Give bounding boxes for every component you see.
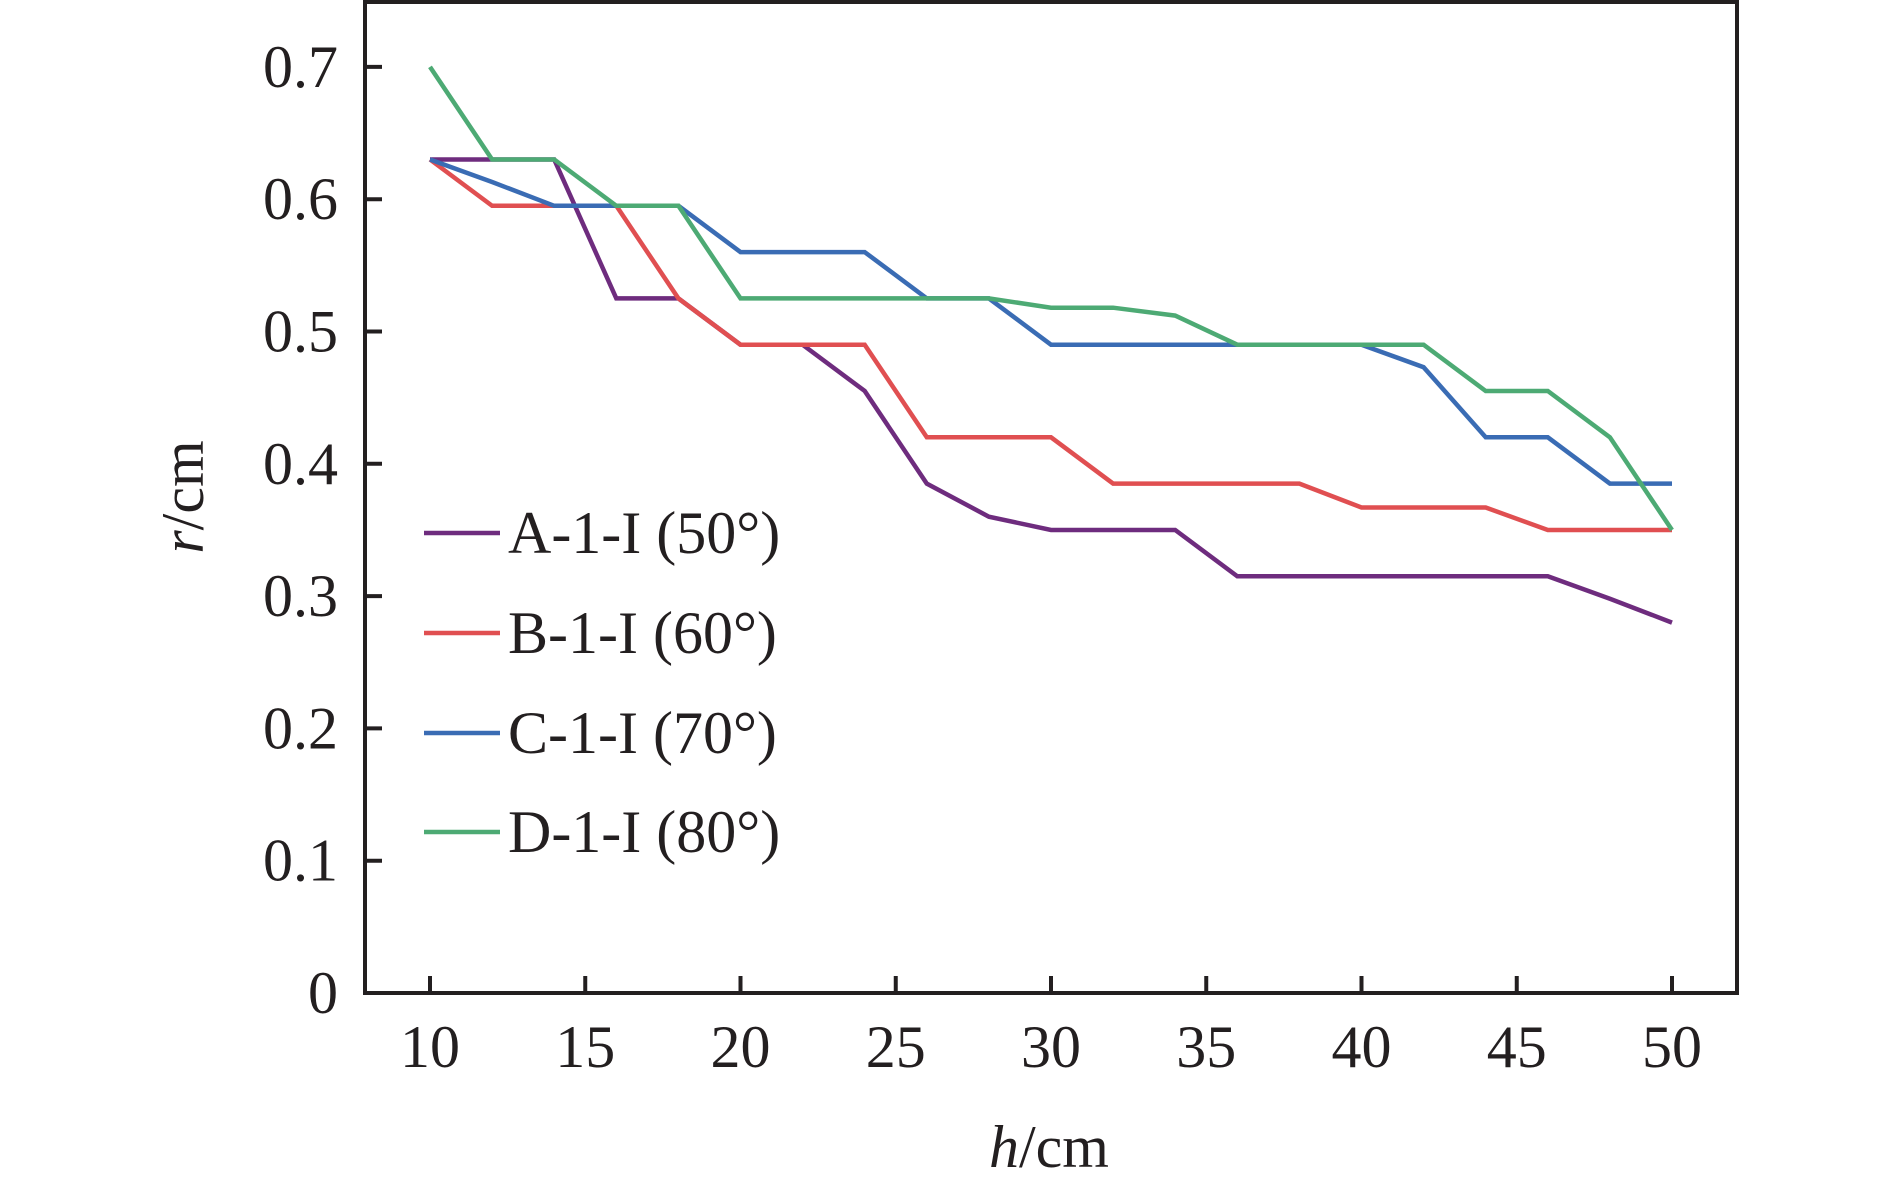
y-axis: 0 0.1 0.2 0.3 0.4 0.5 0.6 0.7 bbox=[263, 34, 382, 1026]
legend-label: B-1-I (60°) bbox=[508, 600, 777, 666]
series-line-d bbox=[428, 65, 1674, 532]
x-tick-label: 45 bbox=[1487, 1014, 1547, 1080]
legend-label: D-1-I (80°) bbox=[508, 799, 780, 865]
x-axis-title-symbol: h bbox=[989, 1114, 1019, 1180]
y-tick-label: 0.3 bbox=[263, 563, 338, 629]
y-axis-title: r/cm bbox=[150, 440, 216, 553]
y-tick-label: 0.1 bbox=[263, 828, 338, 894]
legend-item: B-1-I (60°) bbox=[424, 600, 777, 666]
legend-item: D-1-I (80°) bbox=[424, 799, 780, 865]
y-tick-label: 0 bbox=[308, 960, 338, 1026]
x-axis: 10 15 20 25 30 35 40 45 50 bbox=[400, 976, 1702, 1080]
y-axis-title-unit: /cm bbox=[150, 440, 216, 530]
series-line-a bbox=[430, 157, 1673, 625]
x-tick-label: 35 bbox=[1176, 1014, 1236, 1080]
series-line-b bbox=[428, 157, 1672, 533]
legend: A-1-I (50°) B-1-I (60°) C-1-I (70°) D-1-I (… bbox=[424, 500, 780, 865]
y-axis-title-symbol: r bbox=[150, 530, 216, 554]
legend-label: A-1-I (50°) bbox=[508, 500, 780, 566]
series-layer bbox=[428, 65, 1674, 625]
y-tick-label: 0.6 bbox=[263, 166, 338, 232]
legend-label: C-1-I (70°) bbox=[508, 700, 777, 766]
x-tick-label: 20 bbox=[711, 1014, 771, 1080]
y-tick-label: 0.7 bbox=[263, 34, 338, 100]
x-tick-label: 10 bbox=[400, 1014, 460, 1080]
x-tick-label: 25 bbox=[866, 1014, 926, 1080]
y-tick-label: 0.4 bbox=[263, 431, 338, 497]
legend-item: A-1-I (50°) bbox=[424, 500, 780, 566]
x-tick-label: 40 bbox=[1332, 1014, 1392, 1080]
legend-item: C-1-I (70°) bbox=[424, 700, 777, 766]
y-tick-label: 0.2 bbox=[263, 695, 338, 761]
x-tick-label: 50 bbox=[1642, 1014, 1702, 1080]
x-tick-label: 30 bbox=[1021, 1014, 1081, 1080]
x-tick-label: 15 bbox=[555, 1014, 615, 1080]
y-tick-label: 0.5 bbox=[263, 299, 338, 365]
x-axis-title-unit: /cm bbox=[1019, 1114, 1109, 1180]
x-axis-title: h/cm bbox=[989, 1114, 1109, 1180]
